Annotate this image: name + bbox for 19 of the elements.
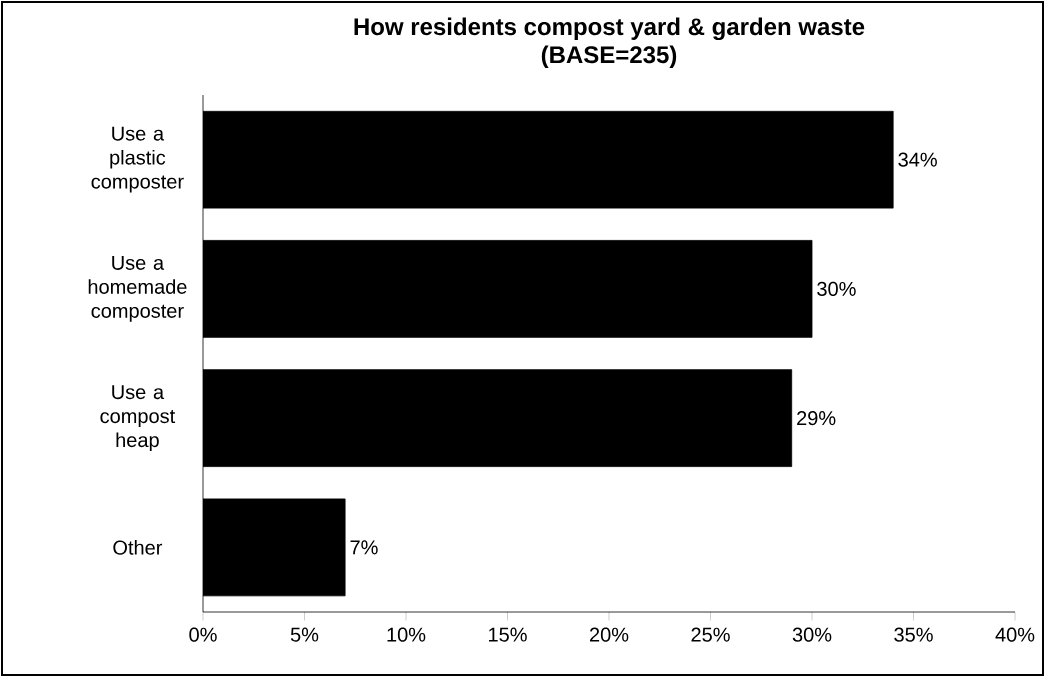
x-tick-label: 15% [489,627,527,642]
data-label: 30% [817,281,856,296]
y-tick-label: Use a homemade composter [88,255,187,322]
x-tick-label: 30% [792,627,832,642]
x-tick-label: 20% [589,627,629,642]
y-tick-label: Use a compost heap [100,385,176,452]
x-tick-label: 25% [691,627,730,642]
x-tick-label: 10% [387,627,426,642]
x-tick-label: 35% [894,627,933,642]
x-tick-label: 0% [189,627,217,642]
y-tick-label: Other [113,540,163,555]
chart-subtitle: (BASE=235) [541,45,677,68]
data-label: 34% [898,152,937,167]
data-label: 7% [350,540,378,555]
data-label: 29% [797,411,836,426]
x-tick-label: 40% [995,627,1035,642]
x-tick-label: 5% [290,627,319,642]
chart-title: How residents compost yard & garden waste [354,17,865,41]
y-tick-label: Use a plastic composter [91,126,184,193]
